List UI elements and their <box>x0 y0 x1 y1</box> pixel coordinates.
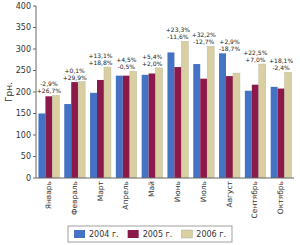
bar <box>38 114 45 179</box>
bar <box>278 89 285 178</box>
y-tick <box>33 49 36 50</box>
bar <box>226 76 233 178</box>
x-tick-label: Июль <box>199 181 208 202</box>
bars <box>38 41 291 178</box>
annotation: +13,1% <box>88 52 112 59</box>
chart: 0 50 100 150 200 250 300 350 400 Грн. Январь Феврал… <box>0 0 300 245</box>
bar <box>90 93 97 178</box>
bar <box>245 91 252 178</box>
annotation: -12,7% <box>193 38 215 45</box>
y-tick <box>33 113 36 114</box>
annotation: -11,6% <box>167 33 189 40</box>
bar <box>174 67 181 178</box>
y-tick-label: 350 <box>16 23 31 32</box>
x-tick-label: Январь <box>44 181 53 209</box>
bar <box>45 96 52 178</box>
y-axis-label: Грн. <box>4 82 14 102</box>
x-tick-label: Март <box>96 180 105 201</box>
annotation: +22,5% <box>243 49 267 56</box>
x-axis-line <box>36 178 294 179</box>
y-tick <box>33 70 36 71</box>
y-tick <box>33 156 36 157</box>
annotation: +32,2% <box>192 31 216 38</box>
bar <box>259 64 266 178</box>
annotation: +2,9% <box>219 38 240 45</box>
annotation: -2,4% <box>272 64 290 71</box>
legend-swatch <box>128 230 139 238</box>
x-tick-label: Июнь <box>173 181 182 202</box>
bar <box>156 68 163 178</box>
annotation: +4,5% <box>116 56 137 63</box>
y-tick-label: 250 <box>16 66 31 75</box>
bar <box>116 76 123 178</box>
y-tick-label: 200 <box>16 88 31 97</box>
y-tick <box>33 135 36 136</box>
annotation: +18,1% <box>269 57 293 64</box>
bar <box>71 82 78 178</box>
x-tick-label: Февраль <box>70 181 79 215</box>
bar <box>130 71 137 178</box>
y-tick-label: 100 <box>16 131 31 140</box>
annotation: -2,9% <box>40 80 58 87</box>
annotation: +2,0% <box>142 60 163 67</box>
y-tick <box>33 178 36 179</box>
annotation: +18,8% <box>88 59 112 66</box>
legend-swatch <box>181 230 192 238</box>
bar <box>97 80 104 178</box>
legend: 2004 г. 2005 г. 2006 г. <box>68 226 232 242</box>
legend-label: 2006 г. <box>196 230 226 239</box>
bar <box>142 75 149 178</box>
bar <box>123 76 130 178</box>
bar <box>200 79 207 178</box>
y-tick-label: 0 <box>26 174 31 183</box>
annotation: -18,7% <box>219 45 241 52</box>
bar <box>52 95 59 178</box>
bar <box>64 104 71 178</box>
x-tick-label: Апрель <box>121 181 130 210</box>
y-tick <box>33 6 36 7</box>
bar <box>207 46 214 178</box>
annotation: +23,3% <box>166 26 190 33</box>
bar <box>104 67 111 178</box>
bar <box>285 72 292 178</box>
annotation: +0,1% <box>65 67 86 74</box>
y-tick-label: 400 <box>16 2 31 11</box>
y-tick <box>33 27 36 28</box>
y-tick-label: 150 <box>16 109 31 118</box>
bar <box>233 73 240 178</box>
y-tick <box>33 92 36 93</box>
bar <box>78 82 85 178</box>
annotation: +26,7% <box>37 87 61 94</box>
bar <box>193 64 200 178</box>
bar <box>219 53 226 178</box>
x-tick-label: Октябрь <box>276 181 285 214</box>
annotation: -0,5% <box>118 63 136 70</box>
legend-frame <box>68 226 232 242</box>
x-tick-label: Август <box>225 180 234 207</box>
bar <box>149 74 156 178</box>
bar <box>167 52 174 178</box>
y-tick-label: 50 <box>21 152 31 161</box>
bar <box>271 87 278 178</box>
x-tick-label: Сентябрь <box>250 181 259 218</box>
bar <box>181 41 188 178</box>
bar <box>252 85 259 178</box>
legend-label: 2005 г. <box>143 230 173 239</box>
annotation: +29,9% <box>63 74 87 81</box>
y-tick-label: 300 <box>16 45 31 54</box>
legend-swatch <box>74 230 85 238</box>
annotation: +5,4% <box>142 53 163 60</box>
x-tick-label: Май <box>147 181 156 197</box>
legend-label: 2004 г. <box>89 230 119 239</box>
annotation: +7,0% <box>245 56 266 63</box>
